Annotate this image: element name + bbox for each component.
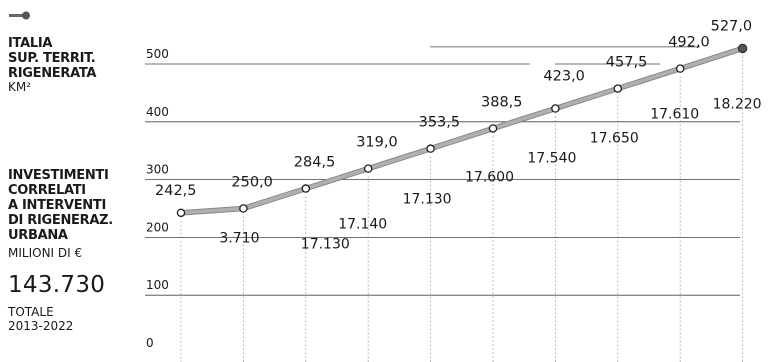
investment-label: 17.540 bbox=[527, 151, 576, 167]
investment-label: 17.130 bbox=[301, 237, 350, 253]
data-point bbox=[239, 204, 248, 213]
investments-unit: MILIONI DI € bbox=[8, 246, 83, 260]
surface-value-label: 319,0 bbox=[356, 135, 398, 151]
data-point bbox=[176, 208, 186, 218]
surface-value-label: 492,0 bbox=[668, 35, 710, 51]
surface-value-label: 284,5 bbox=[294, 155, 336, 171]
data-point-last bbox=[737, 43, 748, 54]
surface-value-label: 457,5 bbox=[606, 55, 648, 71]
investments-title-line: INVESTIMENTI bbox=[8, 168, 109, 183]
surface-value-label: 527,0 bbox=[711, 18, 753, 34]
surface-value-label: 242,5 bbox=[155, 183, 197, 199]
data-point bbox=[551, 104, 560, 113]
y-tick-label: 0 bbox=[146, 336, 154, 350]
surface-value-label: 353,5 bbox=[419, 115, 461, 131]
data-point bbox=[301, 184, 311, 193]
surface-title-line: RIGENERATA bbox=[8, 66, 97, 81]
investment-label: 17.130 bbox=[403, 192, 452, 208]
investment-label: 18.220 bbox=[713, 96, 762, 112]
investments-title-line: DI RIGENERAZ. bbox=[8, 213, 113, 228]
surface-title-line: ITALIA bbox=[8, 36, 53, 51]
data-point bbox=[426, 144, 435, 153]
total-caption-line: 2013-2022 bbox=[8, 319, 74, 333]
investments-title-line: URBANA bbox=[8, 228, 68, 243]
total-caption-line: TOTALE bbox=[8, 305, 54, 319]
series-line bbox=[180, 46, 744, 215]
data-point bbox=[675, 64, 685, 73]
key-icon bbox=[9, 11, 30, 20]
surface-unit: KM² bbox=[8, 80, 32, 94]
investments-title-line: CORRELATI bbox=[8, 183, 86, 198]
investment-label: 17.600 bbox=[465, 169, 514, 185]
surface-value-label: 388,5 bbox=[481, 94, 523, 110]
investment-label: 17.650 bbox=[590, 131, 639, 147]
data-point bbox=[613, 84, 623, 93]
investments-title-line: A INTERVENTI bbox=[8, 198, 106, 213]
investment-label: 17.610 bbox=[650, 107, 699, 123]
investment-label: 17.140 bbox=[338, 217, 387, 233]
surface-value-label: 250,0 bbox=[231, 175, 273, 191]
data-point bbox=[488, 124, 498, 133]
surface-title: ITALIA SUP. TERRIT. RIGENERATA bbox=[8, 36, 140, 81]
investment-label: 3.710 bbox=[219, 231, 259, 247]
y-tick-label: 100 bbox=[146, 278, 169, 292]
y-tick-label: 500 bbox=[146, 47, 169, 61]
investments-total-value: 143.730 bbox=[8, 272, 106, 298]
investments-title: INVESTIMENTI CORRELATI A INTERVENTI DI R… bbox=[8, 168, 140, 243]
data-point bbox=[363, 164, 373, 173]
surface-value-label: 423,0 bbox=[543, 69, 585, 85]
y-tick-label: 200 bbox=[146, 220, 169, 234]
investments-total-caption: TOTALE 2013-2022 bbox=[8, 305, 108, 333]
y-tick-label: 400 bbox=[146, 105, 169, 119]
surface-title-line: SUP. TERRIT. bbox=[8, 51, 96, 66]
y-tick-label: 300 bbox=[146, 163, 169, 177]
